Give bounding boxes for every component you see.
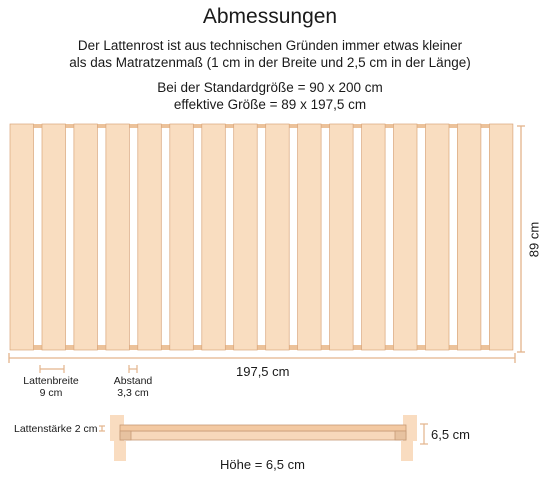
slat — [9, 123, 34, 351]
side-rail — [119, 430, 407, 441]
left-rail-end — [119, 430, 132, 441]
gap-label-text: Abstand — [113, 375, 153, 387]
gap-marker — [128, 365, 138, 373]
slat — [169, 123, 194, 351]
width-dimension — [517, 125, 525, 353]
side-slat — [119, 424, 407, 432]
height-label: Höhe = 6,5 cm — [220, 457, 305, 472]
slat — [41, 123, 66, 351]
slat — [265, 123, 290, 351]
slat — [105, 123, 130, 351]
right-leg-upper — [403, 415, 417, 441]
gap-label-value: 3,3 cm — [117, 387, 149, 399]
slat — [297, 123, 322, 351]
slat — [457, 123, 482, 351]
slat-width-label-text: Lattenbreite — [23, 375, 79, 387]
slat — [329, 123, 354, 351]
slat — [73, 123, 98, 351]
length-label: 197,5 cm — [236, 364, 290, 379]
slat — [393, 123, 418, 351]
slat — [425, 123, 450, 351]
slat — [489, 123, 514, 351]
slat-width-marker — [39, 365, 65, 373]
slat — [233, 123, 258, 351]
slat — [201, 123, 226, 351]
effective-size-line: effektive Größe = 89 x 197,5 cm — [173, 97, 367, 112]
slat-width-label-value: 9 cm — [39, 387, 63, 399]
slats — [9, 123, 514, 351]
slat — [361, 123, 386, 351]
frame-side-view — [110, 415, 417, 461]
standard-size-line: Bei der Standardgröße = 90 x 200 cm — [157, 80, 383, 95]
page-title: Abmessungen — [202, 5, 338, 28]
right-rail-end — [394, 430, 407, 441]
width-label: 89 cm — [526, 221, 540, 258]
subtitle-line-1: Der Lattenrost ist aus technischen Gründ… — [77, 38, 463, 53]
height-side-label: 6,5 cm — [431, 427, 471, 442]
left-leg-lower — [114, 441, 126, 461]
right-leg-lower — [401, 441, 413, 461]
subtitle-line-2: als das Matratzenmaß (1 cm in der Breite… — [69, 55, 471, 70]
slat-width-label: Lattenbreite 9 cm — [16, 375, 86, 399]
slat-thickness-label: Lattenstärke 2 cm — [14, 423, 98, 435]
length-dimension — [8, 353, 516, 363]
frame-top-view — [9, 123, 514, 351]
gap-label: Abstand 3,3 cm — [100, 375, 166, 399]
slat-thickness-pointer — [99, 425, 105, 432]
slat — [137, 123, 162, 351]
height-dimension — [420, 423, 428, 445]
